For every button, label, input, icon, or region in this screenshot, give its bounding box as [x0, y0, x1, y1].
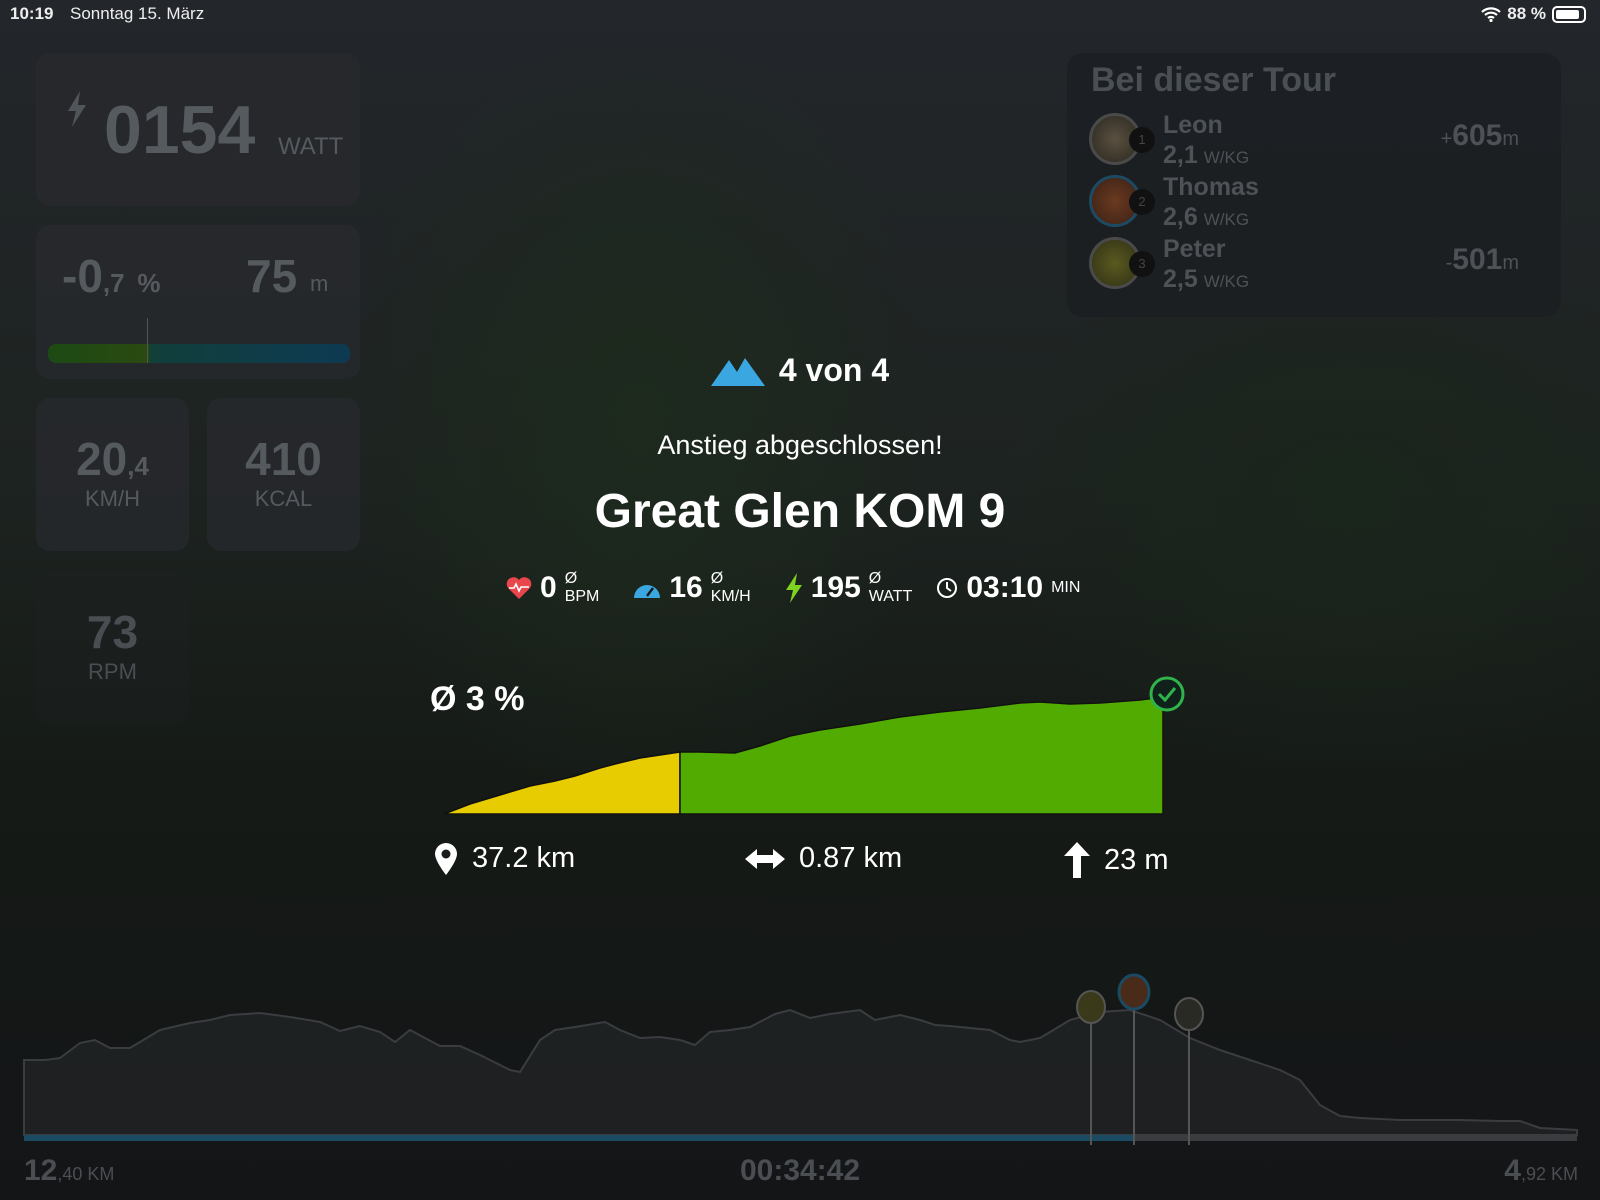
check-circle-icon — [1149, 676, 1185, 712]
elevation-value: 23 m — [1104, 843, 1169, 876]
speedometer-icon — [634, 585, 661, 598]
rider-wkg: 2,6 — [1163, 203, 1198, 231]
wifi-icon — [1481, 7, 1502, 22]
stat-value: 03:10 — [966, 571, 1044, 604]
stat-unit: WATT — [868, 588, 913, 605]
avg-symbol: Ø — [868, 570, 882, 587]
speed-decimal: ,4 — [127, 451, 149, 481]
gap-sign: + — [1440, 128, 1453, 150]
rider-gap: 605 — [1452, 119, 1503, 152]
rider-name: Thomas — [1163, 173, 1259, 201]
speed-card: 20,4 KM/H — [36, 398, 189, 551]
calories-card: 410 KCAL — [207, 398, 360, 551]
distance-left-decimal: ,92 KM — [1520, 1164, 1578, 1184]
position-value: 37.2 km — [472, 842, 576, 874]
climb-counter-text: 4 von 4 — [778, 352, 890, 388]
climb-stats: 0 Ø BPM 16 Ø KM/H 195 Ø WATT 03:10 MIN — [506, 570, 1080, 606]
grade-card: -0,7 % 75 m — [36, 225, 360, 379]
avg-symbol: Ø — [564, 570, 578, 587]
stat-value: 16 — [669, 571, 703, 604]
rider-gap: 501 — [1452, 243, 1503, 276]
stat-value: 0 — [540, 571, 557, 604]
avg-symbol: Ø — [710, 570, 724, 587]
rider-wkg: 2,1 — [1163, 141, 1198, 169]
heart-icon — [506, 577, 532, 599]
rank-badge: 1 — [1129, 127, 1155, 153]
average-grade: Ø 3 % — [430, 680, 525, 718]
speed-unit: KM/H — [85, 486, 140, 511]
stat-unit: BPM — [564, 588, 600, 605]
gap-unit: m — [1502, 128, 1519, 150]
gap-sign: - — [1445, 252, 1453, 274]
power-value: 0154 — [104, 92, 256, 168]
distance-left: 4 — [1504, 1154, 1521, 1187]
cadence-card: 73 RPM — [36, 571, 189, 724]
length-value: 0.87 km — [799, 842, 903, 874]
grade-bar-marker — [147, 318, 148, 363]
distance-done: 12 — [24, 1154, 58, 1187]
climb-message: Anstieg abgeschlossen! — [657, 430, 943, 460]
battery-percent: 88 % — [1507, 4, 1546, 23]
rider-wkg-unit: W/KG — [1203, 272, 1250, 291]
rank-badge: 3 — [1129, 251, 1155, 277]
climb-name: Great Glen KOM 9 — [594, 485, 1006, 538]
climb-counter: 4 von 4 — [0, 352, 1600, 389]
stat-power: 195 Ø WATT — [785, 570, 913, 606]
climb-position: 37.2 km — [434, 842, 575, 875]
rank-badge: 2 — [1129, 189, 1155, 215]
rider-wkg: 2,5 — [1163, 265, 1198, 293]
cadence-unit: RPM — [88, 659, 137, 684]
route-progress-fill — [24, 1135, 1135, 1141]
rider-row[interactable]: 2 Thomas 2,6 W/KG — [1089, 171, 1549, 233]
battery-icon — [1552, 5, 1586, 23]
stat-unit: MIN — [1051, 579, 1081, 596]
completed-segment-late — [679, 696, 1164, 815]
calories-value: 410 — [245, 433, 322, 485]
arrow-up-icon — [1064, 842, 1090, 878]
rider-row[interactable]: 3 Peter 2,5 W/KG -501m — [1089, 233, 1549, 295]
stat-value: 195 — [810, 571, 861, 604]
lightning-icon — [785, 573, 802, 603]
grade-decimal: ,7 — [102, 268, 125, 298]
status-time: 10:19 — [10, 4, 54, 23]
stat-heart-rate: 0 Ø BPM — [506, 570, 599, 606]
rider-marker-leon[interactable] — [1174, 997, 1204, 1145]
distance-done-decimal: ,40 KM — [57, 1164, 115, 1184]
stat-speed: 16 Ø KM/H — [633, 570, 751, 606]
clock-icon — [937, 578, 958, 598]
grade-value: -0 — [62, 250, 103, 302]
rider-row[interactable]: 1 Leon 2,1 W/KG +605m — [1089, 109, 1549, 171]
gap-unit: m — [1502, 252, 1519, 274]
route-elevation-line — [23, 1008, 1578, 1136]
power-card: 0154 WATT — [36, 53, 360, 206]
stat-unit: KM/H — [710, 588, 751, 605]
elapsed-time: 00:34:42 — [739, 1154, 861, 1187]
rider-wkg-unit: W/KG — [1203, 148, 1250, 167]
rider-marker-peter[interactable] — [1076, 990, 1106, 1145]
rider-marker-thomas[interactable] — [1117, 973, 1151, 1145]
remaining-distance: 75 — [246, 250, 298, 302]
remaining-unit: m — [310, 271, 329, 296]
tour-leaderboard: Bei dieser Tour 1 Leon 2,1 W/KG +605m 2 T… — [1067, 53, 1561, 317]
tour-title: Bei dieser Tour — [1091, 61, 1336, 99]
power-unit: WATT — [278, 133, 344, 160]
rider-name: Peter — [1163, 235, 1226, 263]
status-date: Sonntag 15. März — [70, 4, 205, 23]
cadence-value: 73 — [86, 606, 139, 658]
grade-bar — [48, 344, 350, 363]
location-pin-icon — [435, 842, 457, 875]
climb-elevation: 23 m — [1064, 842, 1168, 878]
lightning-icon — [68, 91, 86, 127]
mountain-icon — [710, 357, 765, 386]
grade-unit: % — [137, 268, 161, 298]
climb-length: 0.87 km — [745, 842, 902, 875]
double-arrow-icon — [745, 848, 785, 869]
rider-name: Leon — [1163, 111, 1223, 139]
speed-value: 20 — [76, 433, 128, 485]
calories-unit: KCAL — [254, 486, 313, 511]
stat-duration: 03:10 MIN — [936, 570, 1080, 606]
rider-wkg-unit: W/KG — [1203, 210, 1250, 229]
